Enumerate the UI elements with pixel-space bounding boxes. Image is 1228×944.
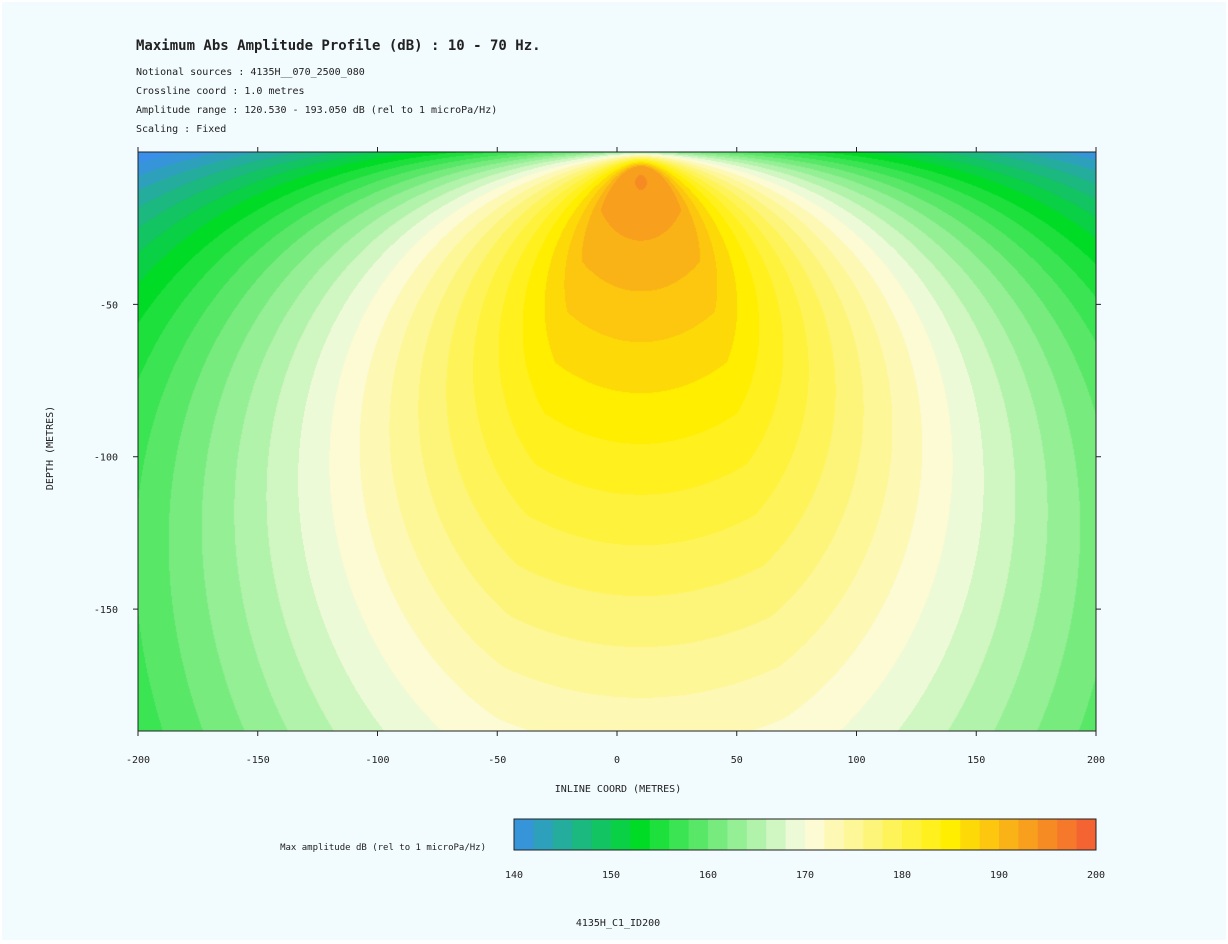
y-axis-label: DEPTH (METRES) xyxy=(45,406,56,490)
info-line-crossline-coord: Crossline coord : 1.0 metres xyxy=(136,86,305,97)
colorbar-band xyxy=(1018,819,1039,850)
colorbar-band xyxy=(669,819,690,850)
colorbar-tick-label: 180 xyxy=(893,870,911,881)
colorbar-band xyxy=(572,819,593,850)
x-tick-label: -200 xyxy=(126,755,150,766)
colorbar-band xyxy=(1057,819,1078,850)
colorbar-tick-label: 160 xyxy=(699,870,717,881)
colorbar-label: Max amplitude dB (rel to 1 microPa/Hz) xyxy=(280,843,486,853)
x-tick-label: -150 xyxy=(246,755,270,766)
colorbar-band xyxy=(805,819,825,850)
x-tick-label: 50 xyxy=(731,755,743,766)
x-tick-label: 200 xyxy=(1087,755,1105,766)
colorbar-band xyxy=(921,819,942,850)
colorbar-band xyxy=(960,819,981,850)
heatmap-area xyxy=(137,151,1097,732)
colorbar-band xyxy=(1037,819,1058,850)
colorbar-band xyxy=(708,819,728,850)
colorbar-band xyxy=(746,819,767,850)
colorbar-tick-label: 190 xyxy=(990,870,1008,881)
colorbar-ticks: 140 150 160 170 180 190 200 xyxy=(505,870,1105,881)
colorbar-band xyxy=(843,819,864,850)
colorbar-band xyxy=(649,819,670,850)
colorbar-band xyxy=(611,819,631,850)
x-tick-label: -50 xyxy=(488,755,506,766)
x-tick-label: -100 xyxy=(365,755,389,766)
y-tick-label: -50 xyxy=(100,300,118,311)
colorbar-band xyxy=(766,819,787,850)
colorbar-band xyxy=(863,819,884,850)
colorbar-band xyxy=(514,819,534,850)
colorbar-band xyxy=(630,819,651,850)
colorbar-band xyxy=(533,819,554,850)
colorbar-band xyxy=(727,819,748,850)
colorbar-tick-label: 200 xyxy=(1087,870,1105,881)
colorbar-band xyxy=(1076,819,1097,850)
colorbar-band xyxy=(552,819,573,850)
colorbar xyxy=(513,818,1097,851)
colorbar-band xyxy=(688,819,709,850)
y-axis-ticks: -50 -100 -150 xyxy=(94,300,1101,616)
colorbar-band xyxy=(785,819,806,850)
x-tick-label: 0 xyxy=(614,755,620,766)
chart-title: Maximum Abs Amplitude Profile (dB) : 10 … xyxy=(136,38,541,54)
amplitude-heatmap xyxy=(138,152,1096,731)
colorbar-band xyxy=(979,819,1000,850)
colorbar-tick-label: 150 xyxy=(602,870,620,881)
y-tick-label: -150 xyxy=(94,605,118,616)
colorbar-band xyxy=(824,819,845,850)
y-tick-label: -100 xyxy=(94,453,118,464)
x-tick-label: 100 xyxy=(847,755,865,766)
info-line-amplitude-range: Amplitude range : 120.530 - 193.050 dB (… xyxy=(136,105,497,116)
footer-label: 4135H_C1_ID200 xyxy=(576,918,660,929)
x-tick-label: 150 xyxy=(967,755,985,766)
info-line-notional-sources: Notional sources : 4135H__070_2500_080 xyxy=(136,67,365,78)
colorbar-band xyxy=(902,819,922,850)
colorbar-tick-label: 140 xyxy=(505,870,523,881)
colorbar-border xyxy=(513,818,1097,851)
x-axis-ticks: -200 -150 -100 -50 0 50 100 150 200 xyxy=(126,147,1105,766)
info-line-scaling: Scaling : Fixed xyxy=(136,124,226,135)
colorbar-band xyxy=(940,819,961,850)
colorbar-tick-label: 170 xyxy=(796,870,814,881)
colorbar-band xyxy=(591,819,612,850)
x-axis-label: INLINE COORD (METRES) xyxy=(555,784,681,795)
colorbar-band xyxy=(999,819,1019,850)
colorbar-band xyxy=(882,819,903,850)
